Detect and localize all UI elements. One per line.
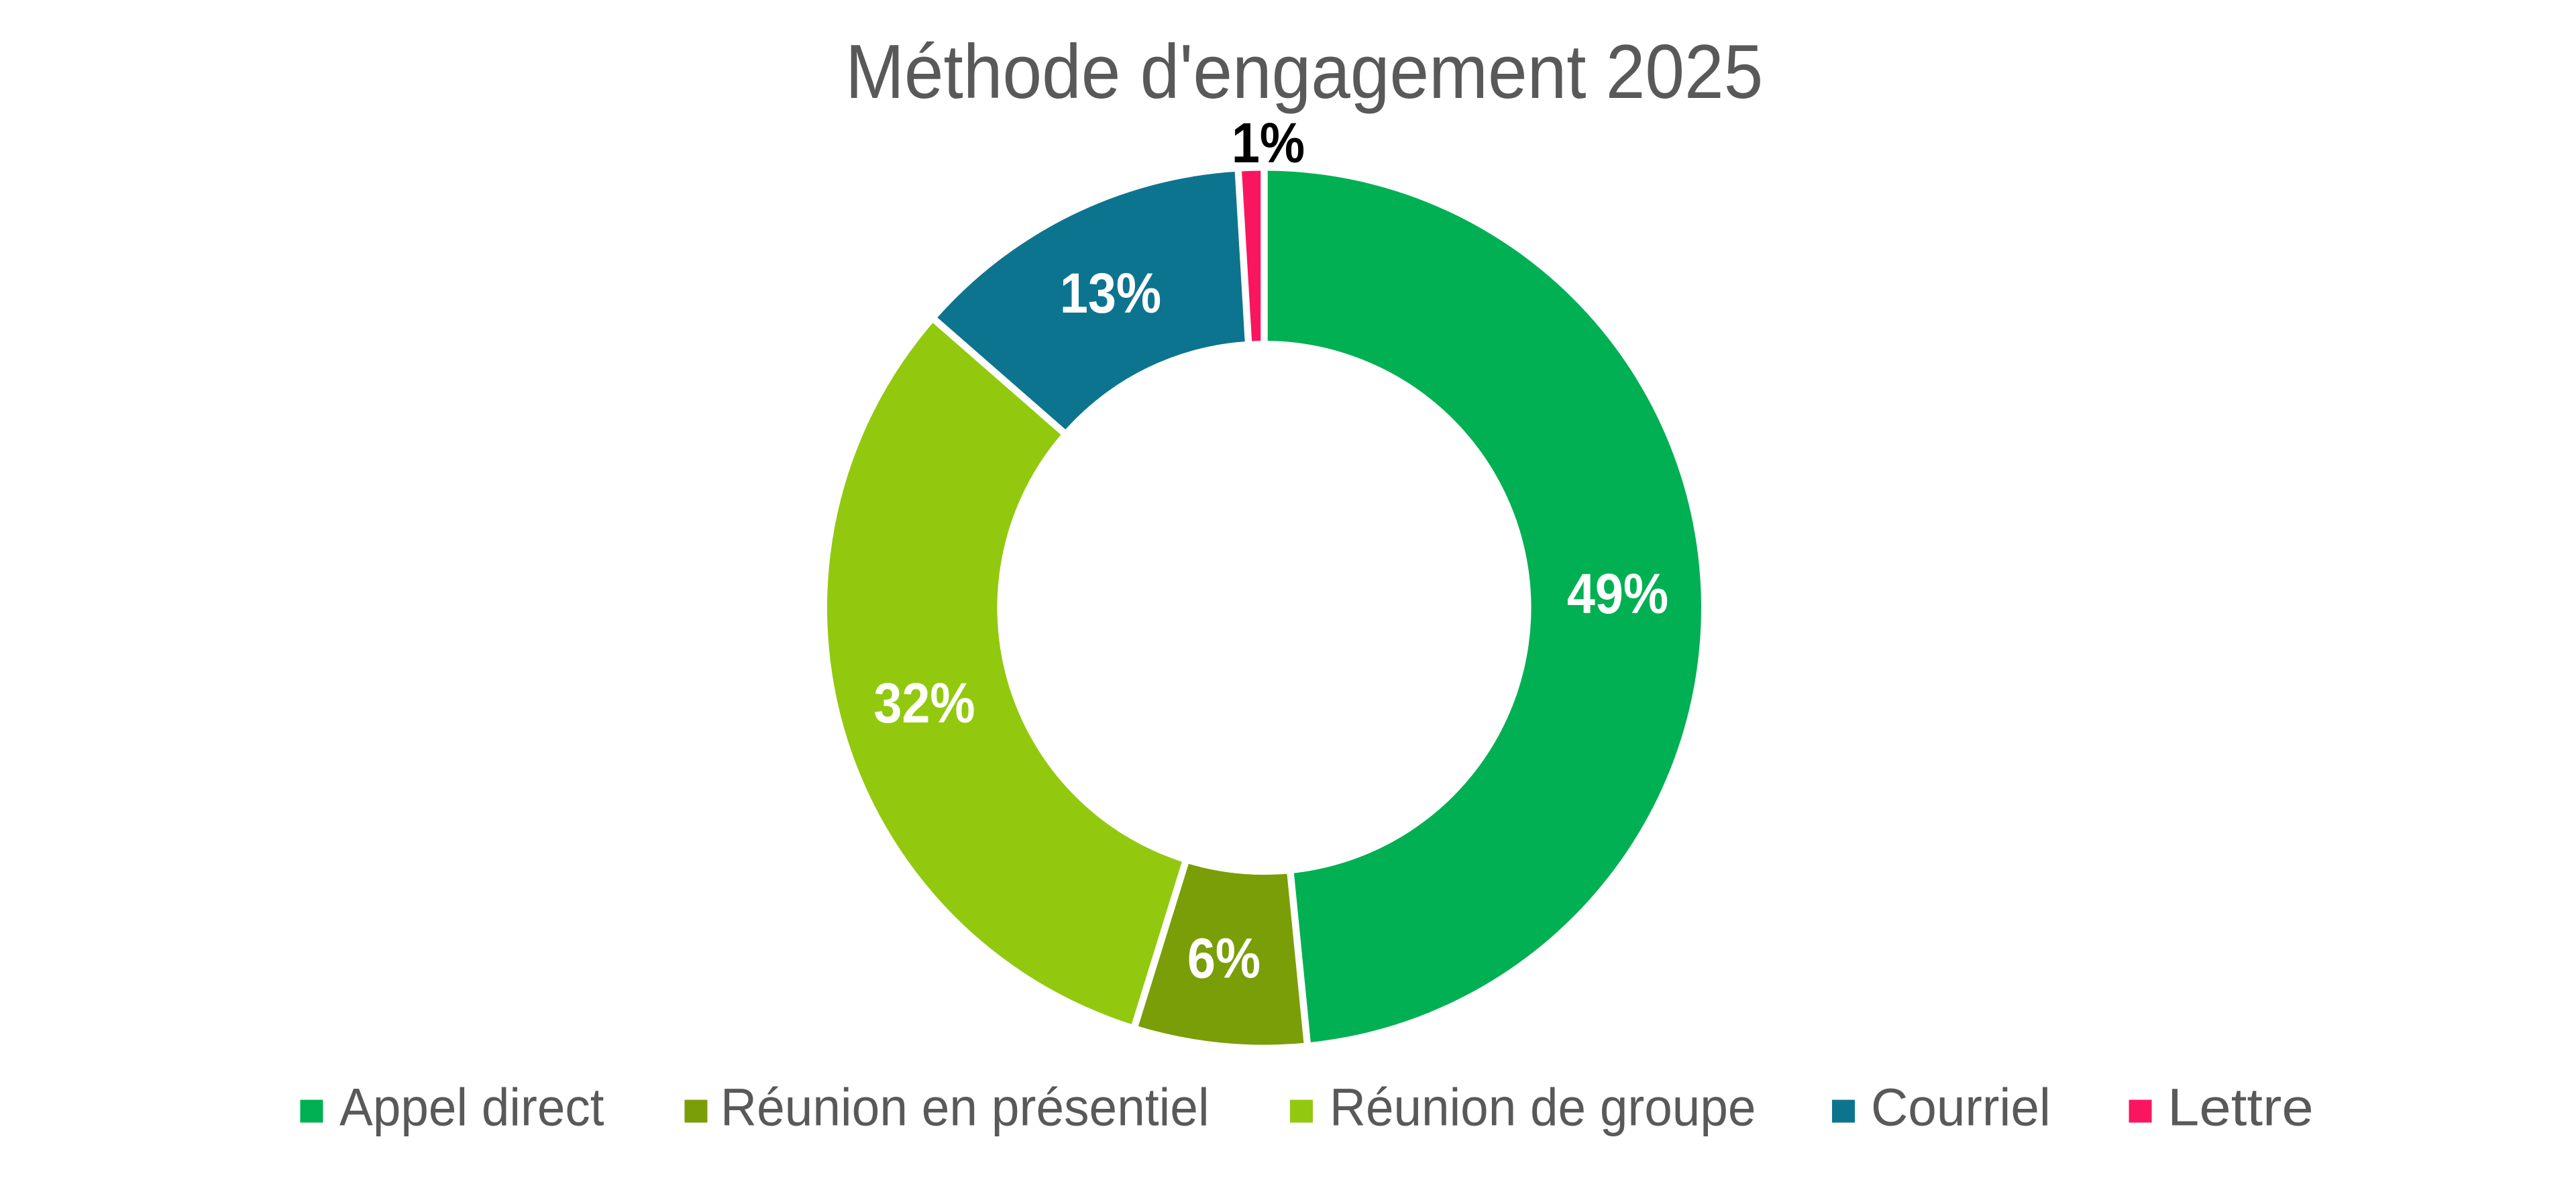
svg-text:Réunion en présentiel: Réunion en présentiel — [720, 1078, 1210, 1137]
svg-text:49%: 49% — [1567, 562, 1668, 625]
svg-text:Courriel: Courriel — [1871, 1078, 2051, 1136]
svg-text:1%: 1% — [1232, 111, 1305, 174]
svg-text:Lettre: Lettre — [2167, 1078, 2314, 1137]
svg-text:Appel direct: Appel direct — [339, 1078, 604, 1137]
svg-text:Méthode d'engagement 2025: Méthode d'engagement 2025 — [845, 29, 1763, 115]
svg-text:Réunion de groupe: Réunion de groupe — [1330, 1078, 1756, 1137]
svg-text:13%: 13% — [1060, 262, 1161, 325]
svg-text:6%: 6% — [1187, 927, 1260, 990]
svg-text:32%: 32% — [873, 671, 975, 735]
